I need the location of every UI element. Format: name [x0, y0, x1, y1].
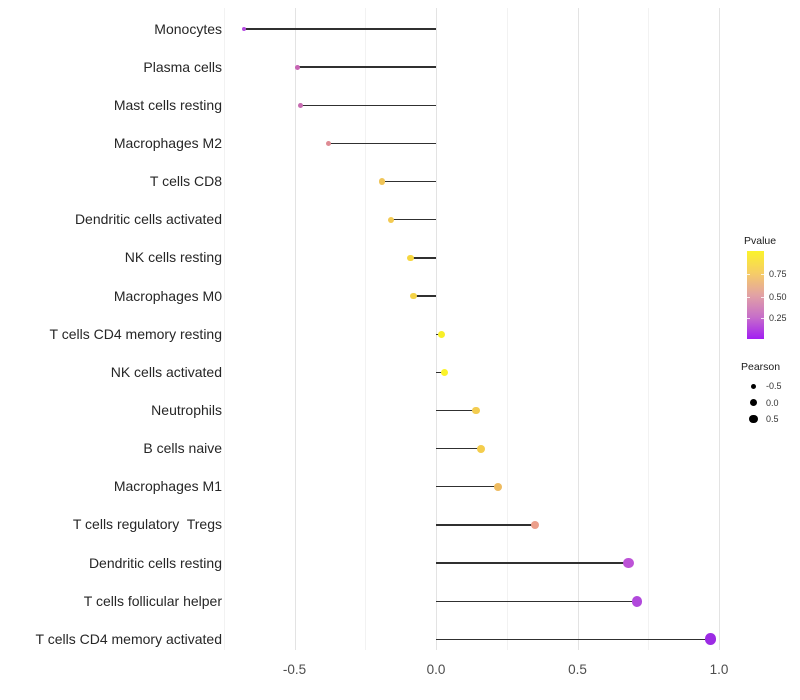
lollipop-stem	[382, 180, 436, 183]
row-label: Mast cells resting	[113, 96, 222, 113]
lollipop-dot	[477, 444, 486, 453]
pvalue-tick-label: 0.50	[769, 291, 787, 302]
lollipop-dot	[623, 557, 634, 569]
lollipop-dot	[471, 406, 480, 415]
pearson-legend-label: 0.0	[766, 397, 779, 408]
pvalue-bar-tick	[747, 317, 750, 319]
lollipop-stem	[436, 524, 536, 526]
row-label: NK cells resting	[124, 249, 222, 266]
lollipop-dot	[631, 595, 643, 607]
minor-gridline	[223, 8, 225, 650]
row-label: Dendritic cells activated	[74, 211, 222, 228]
row-label: B cells naive	[143, 440, 222, 457]
row-label: T cells CD4 memory activated	[35, 630, 222, 647]
x-tick-label: 0.0	[426, 662, 446, 677]
lollipop-dot	[379, 178, 386, 185]
lollipop-dot	[440, 368, 449, 377]
lollipop-dot	[387, 216, 394, 223]
row-label: Monocytes	[154, 20, 222, 37]
pearson-legend-label: 0.5	[766, 414, 779, 424]
lollipop-stem	[410, 257, 436, 259]
pearson-legend-dot	[751, 383, 756, 389]
row-label: NK cells activated	[110, 363, 222, 380]
row-label: T cells CD4 memory resting	[49, 325, 222, 342]
x-tick-label: 1.0	[709, 662, 729, 677]
lollipop-dot	[241, 27, 246, 31]
lollipop-dot	[409, 292, 417, 300]
minor-gridline	[506, 8, 508, 650]
row-label: Macrophages M1	[113, 478, 222, 495]
lollipop-dot	[494, 482, 503, 491]
lollipop-stem	[436, 486, 499, 488]
lollipop-stem	[436, 371, 445, 374]
lollipop-stem	[328, 142, 436, 145]
lollipop-stem	[436, 409, 476, 412]
lollipop-stem	[297, 66, 436, 68]
lollipop-stem	[436, 447, 482, 450]
pearson-legend-title: Pearson	[741, 361, 781, 373]
pearson-legend-dot	[749, 414, 758, 424]
row-label: Dendritic cells resting	[88, 554, 222, 571]
row-label: Neutrophils	[151, 402, 222, 418]
row-label: T cells CD8	[149, 173, 222, 190]
minor-gridline	[648, 8, 650, 650]
pvalue-bar-tick	[747, 296, 750, 298]
major-gridline	[436, 8, 437, 650]
major-gridline	[719, 8, 720, 650]
pvalue-tick-label: 0.25	[769, 312, 787, 323]
major-gridline	[294, 8, 296, 650]
lollipop-stem	[390, 219, 436, 221]
pvalue-bar-tick	[761, 296, 764, 298]
lollipop-dot	[530, 520, 540, 530]
row-label: T cells follicular helper	[83, 592, 222, 609]
pvalue-legend-title: Pvalue	[744, 235, 777, 247]
pvalue-tick-label: 0.75	[769, 269, 787, 280]
major-gridline	[577, 8, 579, 650]
row-label: Macrophages M2	[113, 134, 222, 151]
lollipop-dot	[704, 633, 717, 646]
pvalue-bar-tick	[761, 317, 764, 319]
lollipop-dot	[325, 140, 332, 147]
lollipop-stem	[436, 600, 637, 602]
minor-gridline	[365, 8, 367, 650]
row-label: Plasma cells	[143, 58, 222, 75]
lollipop-stem	[413, 295, 436, 297]
lollipop-stem	[243, 28, 436, 30]
pvalue-bar-tick	[761, 274, 764, 276]
lollipop-stem	[300, 104, 436, 106]
pvalue-bar-tick	[747, 274, 750, 276]
x-tick-label: -0.5	[282, 662, 307, 677]
pvalue-gradient-bar	[747, 251, 764, 339]
lollipop-dot	[407, 254, 414, 262]
lollipop-dot	[294, 64, 300, 70]
lollipop-stem	[436, 562, 629, 564]
lollipop-dot	[297, 102, 303, 108]
pearson-legend-dot	[750, 399, 757, 406]
x-tick-label: 0.5	[568, 662, 587, 677]
row-label: T cells regulatory Tregs	[72, 516, 222, 533]
row-label: Macrophages M0	[113, 287, 222, 304]
lollipop-dot	[438, 330, 446, 338]
pearson-legend-label: -0.5	[766, 381, 782, 391]
lollipop-stem	[436, 638, 711, 641]
